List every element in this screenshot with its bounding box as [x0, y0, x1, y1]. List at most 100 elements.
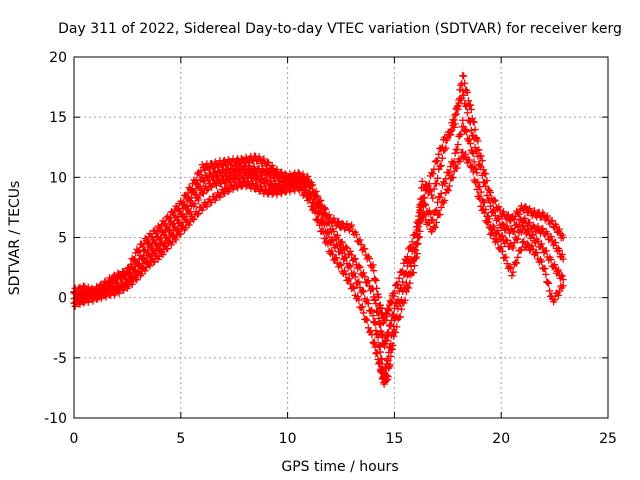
- data-point: [460, 72, 468, 80]
- data-point: [357, 240, 365, 249]
- data-point: [172, 236, 180, 244]
- data-point: [513, 259, 521, 267]
- data-point: [547, 292, 556, 300]
- data-point: [370, 267, 378, 275]
- data-point: [492, 236, 501, 244]
- data-point: [195, 196, 203, 204]
- data-point: [389, 341, 397, 350]
- data-point: [298, 178, 306, 186]
- data-point: [543, 212, 552, 220]
- data-point: [422, 201, 430, 209]
- data-point: [84, 298, 92, 306]
- y-tick-label: 10: [49, 170, 67, 186]
- data-point: [273, 165, 281, 174]
- data-point: [431, 223, 439, 232]
- data-point: [387, 352, 395, 360]
- data-point: [319, 217, 327, 226]
- data-point: [524, 241, 533, 249]
- data-point: [521, 203, 529, 211]
- data-point: [541, 216, 549, 224]
- data-point: [224, 187, 232, 196]
- data-point: [554, 291, 562, 300]
- data-point: [417, 217, 425, 226]
- data-point: [363, 278, 371, 286]
- y-tick-label: 0: [58, 291, 67, 307]
- data-point: [412, 253, 421, 261]
- data-point: [537, 225, 546, 234]
- data-point: [391, 328, 400, 336]
- data-point: [518, 238, 527, 247]
- data-point: [89, 297, 97, 305]
- data-point: [330, 214, 338, 223]
- data-point: [462, 128, 471, 136]
- data-point: [76, 300, 84, 308]
- data-point: [473, 185, 481, 194]
- data-point: [343, 244, 351, 252]
- data-point: [559, 233, 567, 242]
- data-point: [479, 205, 487, 213]
- data-point: [107, 277, 115, 285]
- data-point: [395, 313, 403, 321]
- data-point: [433, 157, 442, 165]
- data-point: [344, 276, 352, 284]
- y-tick-label: 5: [58, 231, 67, 247]
- data-point: [436, 193, 444, 201]
- data-point: [416, 227, 424, 235]
- data-point: [199, 190, 207, 198]
- data-point: [141, 267, 149, 275]
- data-point: [432, 179, 441, 188]
- data-point: [336, 260, 344, 268]
- data-point: [467, 126, 475, 134]
- data-point: [523, 240, 531, 248]
- data-point: [464, 97, 473, 105]
- data-point: [453, 164, 461, 172]
- data-point: [263, 166, 272, 174]
- data-point: [426, 186, 435, 194]
- data-point: [153, 227, 161, 235]
- data-point: [551, 295, 559, 304]
- data-point: [441, 146, 449, 154]
- data-point: [449, 174, 457, 182]
- data-point: [548, 217, 556, 225]
- data-point: [528, 242, 536, 250]
- data-point: [374, 333, 382, 341]
- data-point: [388, 345, 396, 353]
- data-point: [384, 372, 392, 381]
- data-point: [503, 222, 511, 230]
- data-point: [199, 178, 207, 186]
- data-point: [191, 200, 199, 208]
- data-point: [466, 118, 474, 126]
- data-point: [369, 285, 377, 293]
- data-point: [429, 170, 437, 178]
- x-tick-label: 5: [176, 431, 185, 447]
- data-point: [472, 178, 480, 186]
- data-point: [545, 279, 553, 287]
- data-point: [409, 268, 417, 277]
- data-point: [311, 208, 319, 216]
- data-point: [445, 131, 454, 139]
- data-point: [451, 120, 459, 128]
- data-point: [559, 276, 567, 284]
- data-point: [514, 235, 522, 243]
- data-point: [262, 176, 270, 184]
- data-point: [128, 280, 136, 288]
- data-point: [359, 269, 368, 277]
- data-point: [461, 79, 469, 87]
- data-point: [415, 234, 423, 242]
- data-point: [307, 182, 315, 190]
- data-point: [418, 177, 426, 185]
- data-point: [429, 194, 437, 202]
- data-point: [433, 174, 442, 182]
- data-point: [390, 289, 398, 297]
- data-point: [402, 288, 410, 296]
- data-point: [365, 254, 374, 263]
- data-point: [306, 195, 314, 203]
- data-point: [92, 283, 101, 291]
- data-point: [375, 314, 383, 323]
- data-point: [445, 169, 454, 177]
- data-point: [502, 236, 510, 244]
- data-point: [255, 187, 263, 195]
- data-point: [529, 231, 537, 239]
- data-point: [467, 105, 475, 114]
- data-point: [422, 180, 430, 189]
